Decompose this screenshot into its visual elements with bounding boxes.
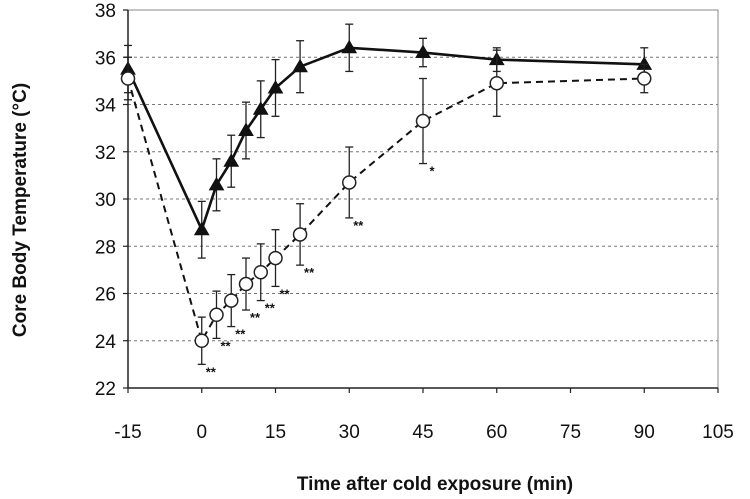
- series-2: [120, 49, 652, 366]
- data-point: [267, 79, 284, 94]
- y-tick-label: 22: [95, 379, 116, 400]
- y-tick-label: 24: [95, 332, 117, 353]
- significance-label: *: [429, 164, 435, 179]
- y-tick-label: 30: [95, 190, 116, 211]
- data-point: [292, 227, 308, 242]
- data-point: [224, 293, 239, 308]
- data-point: [208, 176, 225, 191]
- y-tick-label: 34: [95, 96, 117, 117]
- data-point: [415, 113, 431, 129]
- data-point: [489, 75, 504, 91]
- significance-label: **: [304, 265, 315, 280]
- x-tick-label: 45: [412, 422, 433, 443]
- data-point: [253, 264, 268, 280]
- x-axis-title: Time after cold exposure (min): [297, 474, 573, 495]
- x-tick-label: 60: [486, 422, 507, 443]
- series-line: [126, 46, 645, 234]
- x-tick-label: 90: [634, 422, 655, 443]
- significance-label: **: [235, 327, 246, 342]
- y-axis: 22 24 26 28 30 32 34 36 38: [95, 1, 128, 400]
- series-layer: [120, 23, 653, 366]
- data-point: [637, 71, 652, 86]
- significance-annotations: *****************: [206, 164, 436, 380]
- data-point: [120, 71, 136, 86]
- data-point: [223, 153, 240, 167]
- significance-label: **: [279, 286, 290, 301]
- y-tick-label: 26: [95, 285, 116, 306]
- data-point: [292, 58, 308, 73]
- y-tick-label: 36: [95, 48, 116, 69]
- x-tick-label: 15: [265, 422, 286, 443]
- significance-label: **: [265, 301, 276, 316]
- x-axis: -15 0 15 30 45 60 75 90 105: [114, 388, 734, 443]
- x-tick-label: 30: [339, 422, 360, 443]
- data-point: [415, 44, 431, 59]
- significance-label: **: [250, 310, 261, 325]
- data-point: [193, 221, 210, 236]
- data-point: [238, 276, 254, 292]
- data-point: [342, 175, 357, 190]
- data-point: [341, 39, 358, 54]
- y-tick-label: 32: [95, 143, 116, 164]
- data-point: [238, 122, 254, 136]
- y-tick-label: 28: [95, 237, 116, 258]
- y-axis-title: Core Body Temperature (°C): [10, 83, 31, 337]
- x-tick-label: 0: [196, 422, 207, 443]
- data-point: [268, 250, 283, 266]
- series-line: [127, 77, 645, 344]
- x-tick-label: -15: [114, 422, 141, 443]
- data-point: [194, 333, 209, 348]
- x-tick-label: 75: [560, 422, 581, 443]
- y-tick-label: 38: [95, 1, 116, 22]
- significance-label: **: [353, 218, 364, 233]
- x-tick-label: 105: [702, 422, 734, 443]
- significance-label: **: [206, 364, 217, 379]
- data-point: [252, 101, 269, 115]
- significance-label: **: [220, 338, 231, 353]
- data-point: [209, 307, 224, 323]
